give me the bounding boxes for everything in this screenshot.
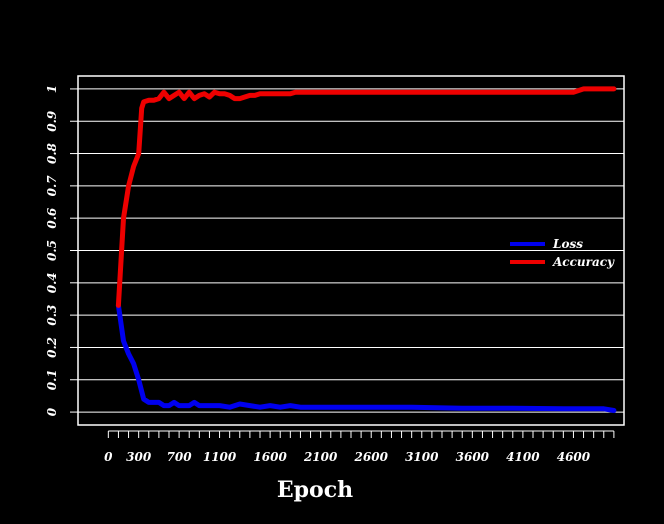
x-tick-label: 1600 xyxy=(253,450,287,464)
y-tick-label: 0.7 xyxy=(45,175,59,197)
y-tick-label: 0.2 xyxy=(45,337,59,358)
x-tick-label: 300 xyxy=(126,450,152,464)
x-tick-label: 0 xyxy=(104,450,113,464)
y-tick-label: 1 xyxy=(45,85,59,93)
y-tick-label: 0.6 xyxy=(45,207,59,229)
x-tick-label: 4600 xyxy=(557,450,591,464)
x-tick-label: 3600 xyxy=(456,450,490,464)
series-line-accuracy xyxy=(115,86,617,308)
y-tick-label: 0.9 xyxy=(45,110,59,132)
y-tick-label: 0.4 xyxy=(45,272,59,293)
x-tick-label: 2100 xyxy=(303,450,338,464)
x-tick-label: 4100 xyxy=(506,450,540,464)
y-tick-label: 0.5 xyxy=(45,240,59,261)
y-tick-label: 0.3 xyxy=(45,305,59,326)
x-tick-label: 1100 xyxy=(203,450,237,464)
x-tick-label: 2600 xyxy=(354,450,389,464)
y-tick-label: 0.8 xyxy=(45,142,59,164)
axes: 0 0.1 0.2 0.3 0.4 0.5 0.6 0.7 0.8 0.9 1 0 300 700 1100… xyxy=(45,85,615,464)
y-tick-label: 0.1 xyxy=(45,369,59,390)
x-tick-label: 700 xyxy=(167,450,193,464)
x-tick-label: 3100 xyxy=(405,450,439,464)
legend-label-accuracy: Accuracy xyxy=(552,255,615,269)
legend-label-loss: Loss xyxy=(552,237,583,251)
grid xyxy=(78,88,624,413)
x-axis-title: Epoch xyxy=(277,477,353,503)
legend: Loss Accuracy xyxy=(510,237,615,269)
series-group xyxy=(115,86,617,413)
y-tick-label: 0 xyxy=(45,407,59,416)
series-line-loss xyxy=(115,302,617,413)
